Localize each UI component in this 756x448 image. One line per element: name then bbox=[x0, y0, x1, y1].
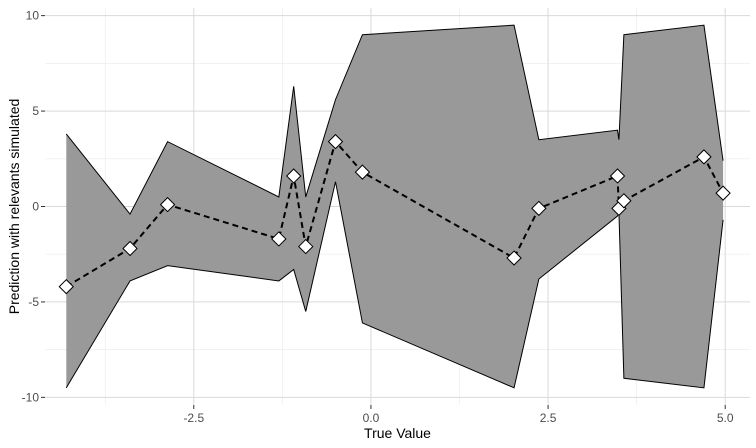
x-tick-label: 0.0 bbox=[363, 411, 380, 425]
data-point-diamond bbox=[531, 200, 547, 217]
data-point-diamond bbox=[271, 231, 287, 247]
data-point-diamond bbox=[298, 238, 314, 255]
x-tick-label: 2.5 bbox=[540, 411, 557, 425]
y-tick-label: -10 bbox=[22, 390, 40, 404]
data-point-diamond bbox=[122, 240, 138, 257]
x-axis-title: True Value bbox=[364, 425, 431, 441]
data-point-diamond bbox=[696, 149, 712, 165]
y-tick-label: 0 bbox=[32, 200, 39, 214]
prediction-points bbox=[58, 133, 731, 295]
ribbon-upper-edge bbox=[65, 24, 724, 216]
ribbon-area bbox=[66, 25, 724, 388]
x-tick-label: 5.0 bbox=[717, 411, 734, 425]
ribbon-lower-edge bbox=[65, 181, 724, 389]
data-point-diamond bbox=[609, 168, 626, 184]
data-point-diamond bbox=[159, 196, 176, 213]
y-axis-ticks: -10 -5 0 5 10 bbox=[22, 9, 45, 404]
y-tick-label: 5 bbox=[32, 104, 39, 118]
x-tick-label: -2.5 bbox=[183, 411, 204, 425]
prediction-interval-ribbon bbox=[65, 24, 724, 389]
y-tick-label: -5 bbox=[28, 295, 39, 309]
y-axis-title: Prediction with relevants simulated bbox=[6, 99, 22, 315]
data-point-diamond bbox=[354, 164, 371, 180]
data-point-diamond bbox=[285, 168, 302, 184]
data-point-diamond bbox=[616, 193, 632, 209]
data-point-diamond bbox=[715, 185, 731, 201]
x-axis-ticks: -2.5 0.0 2.5 5.0 bbox=[183, 405, 734, 425]
data-point-diamond bbox=[506, 250, 522, 266]
data-point-diamond bbox=[58, 278, 74, 295]
y-tick-label: 10 bbox=[26, 9, 40, 23]
data-point-diamond bbox=[327, 133, 344, 150]
